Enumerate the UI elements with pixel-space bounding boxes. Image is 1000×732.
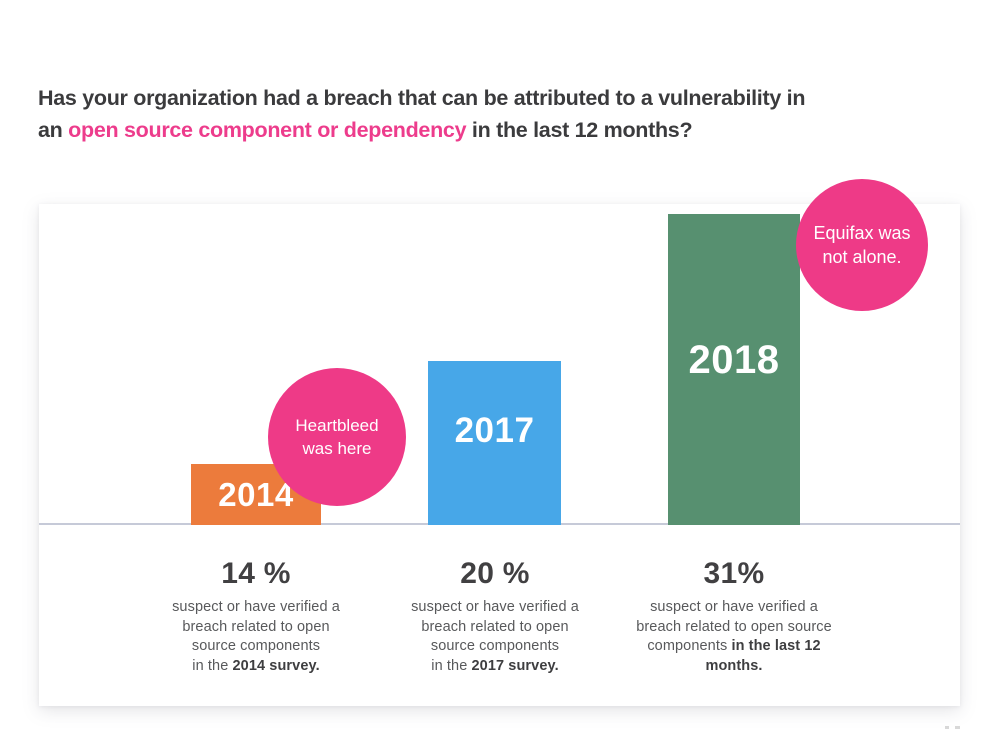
desc-line: months. [705, 657, 763, 674]
desc-line: breach related to open [182, 618, 330, 635]
bar-2018-year-label: 2018 [688, 338, 780, 382]
title-line-2-suffix: in the last 12 months? [466, 118, 693, 142]
desc-line: source components [430, 638, 560, 654]
desc-line: suspect or have verified a [172, 599, 340, 615]
heartbleed-callout-text-line1: Heartbleed [295, 416, 379, 435]
equifax-callout-text-line2: not alone. [822, 247, 902, 267]
equifax-callout-text-line1: Equifax was [813, 223, 911, 243]
desc-line: source components [191, 638, 321, 654]
equifax-callout-bubble: Equifax was not alone. [796, 179, 928, 311]
desc-line: suspect or have verified a [411, 599, 579, 615]
stat-description-2014: suspect or have verified a breach relate… [159, 598, 353, 676]
heartbleed-callout-text-line2: was here [302, 439, 372, 458]
percent-value-2018: 31% [703, 557, 765, 590]
question-title: Has your organization had a breach that … [38, 82, 988, 146]
desc-line: in the 2017 survey. [431, 657, 559, 674]
desc-line: breach related to open [421, 618, 569, 635]
desc-line: suspect or have verified a [650, 599, 818, 615]
stat-description-2018: suspect or have verified a breach relate… [619, 598, 849, 676]
desc-line: in the 2014 survey. [192, 657, 320, 674]
percent-value-2014: 14 % [221, 557, 291, 590]
title-highlight: open source component or dependency [68, 118, 467, 142]
desc-line: components in the last 12 [647, 638, 821, 654]
stat-column-2018: 31% suspect or have verified a breach re… [619, 557, 849, 676]
stat-description-2017: suspect or have verified a breach relate… [398, 598, 592, 676]
page-number-fragment [944, 726, 962, 731]
title-line-1: Has your organization had a breach that … [38, 86, 806, 110]
title-line-2: an open source component or dependency i… [38, 114, 988, 146]
title-line-2-prefix: an [38, 118, 69, 142]
percent-value-2017: 20 % [460, 557, 530, 590]
bar-2017: 2017 [428, 361, 561, 525]
stat-column-2014: 14 % suspect or have verified a breach r… [159, 557, 353, 676]
desc-line: breach related to open source [636, 618, 832, 635]
heartbleed-callout-bubble: Heartbleed was here [268, 368, 406, 506]
bar-2017-year-label: 2017 [454, 411, 535, 450]
bar-2014-year-label: 2014 [218, 475, 294, 513]
bar-2018: 2018 [668, 214, 800, 525]
stat-column-2017: 20 % suspect or have verified a breach r… [398, 557, 592, 676]
